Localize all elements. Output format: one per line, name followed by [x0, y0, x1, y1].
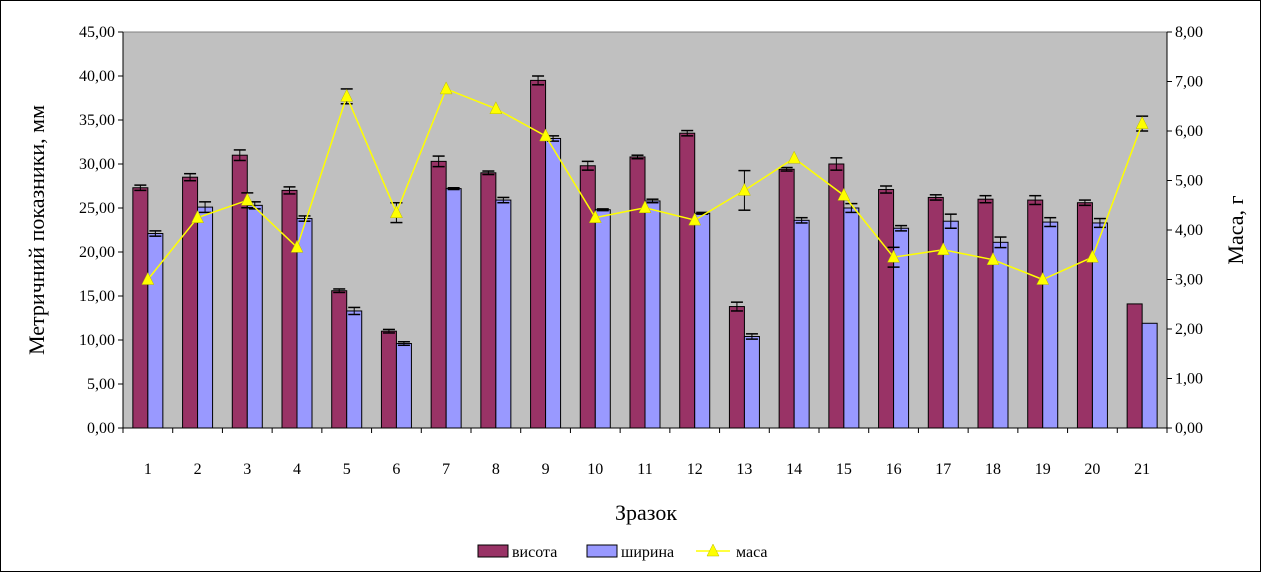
x-tick-label: 16	[886, 461, 902, 478]
x-tick-label: 3	[243, 461, 251, 478]
x-tick-label: 18	[985, 461, 1001, 478]
y2-tick-label: 0,00	[1175, 420, 1203, 437]
x-tick-label: 6	[392, 461, 400, 478]
y-tick-label: 15,00	[79, 288, 115, 305]
y-tick-label: 25,00	[79, 200, 115, 217]
x-tick-label: 5	[343, 461, 351, 478]
bar-ширина-11	[645, 201, 660, 428]
bar-ширина-14	[794, 220, 809, 428]
bar-ширина-20	[1092, 223, 1107, 428]
x-tick-label: 8	[492, 461, 500, 478]
legend-swatch-висота	[478, 545, 508, 557]
x-tick-label: 21	[1134, 461, 1150, 478]
x-tick-label: 14	[786, 461, 802, 478]
bar-ширина-19	[1043, 222, 1058, 428]
bar-висота-8	[481, 173, 496, 428]
bar-ширина-2	[198, 207, 213, 428]
bar-висота-6	[381, 331, 396, 428]
bar-висота-7	[431, 161, 446, 428]
bar-ширина-8	[496, 200, 511, 428]
legend-label-ширина: ширина	[621, 544, 674, 561]
y2-tick-label: 5,00	[1175, 173, 1203, 190]
x-tick-label: 15	[836, 461, 852, 478]
bar-висота-14	[779, 169, 794, 428]
x-tick-label: 19	[1035, 461, 1051, 478]
y-tick-label: 40,00	[79, 68, 115, 85]
x-tick-label: 10	[587, 461, 603, 478]
y2-tick-label: 7,00	[1175, 74, 1203, 91]
y2-tick-label: 8,00	[1175, 24, 1203, 41]
y-tick-label: 45,00	[79, 24, 115, 41]
bar-ширина-5	[347, 311, 362, 428]
y-tick-label: 30,00	[79, 156, 115, 173]
x-tick-label: 20	[1084, 461, 1100, 478]
y2-axis-title: Маса, г	[1223, 195, 1248, 264]
bar-висота-15	[829, 164, 844, 428]
y-tick-label: 20,00	[79, 244, 115, 261]
legend: висота ширина маса	[478, 544, 768, 561]
bar-висота-16	[879, 190, 894, 428]
bar-ширина-12	[695, 213, 710, 428]
y-tick-label: 10,00	[79, 332, 115, 349]
y-tick-label: 35,00	[79, 112, 115, 129]
x-tick-label: 12	[687, 461, 703, 478]
bar-ширина-6	[396, 344, 411, 428]
y2-tick-label: 3,00	[1175, 272, 1203, 289]
legend-swatch-ширина	[587, 545, 617, 557]
bar-висота-11	[630, 157, 645, 428]
bar-висота-3	[232, 155, 247, 428]
y2-tick-label: 2,00	[1175, 321, 1203, 338]
legend-label-маса: маса	[736, 544, 768, 561]
bar-висота-1	[133, 188, 148, 428]
legend-label-висота: висота	[512, 544, 557, 561]
bar-висота-20	[1077, 203, 1092, 428]
bar-висота-12	[680, 133, 695, 428]
bar-ширина-13	[744, 336, 759, 428]
bar-висота-19	[1028, 200, 1043, 428]
y2-tick-label: 1,00	[1175, 371, 1203, 388]
bar-ширина-10	[595, 210, 610, 428]
bar-ширина-15	[844, 208, 859, 428]
x-tick-label: 4	[293, 461, 301, 478]
legend-marker-маса	[707, 544, 719, 556]
y-axis-title: Метричний показники, мм	[24, 105, 49, 355]
bar-висота-13	[729, 307, 744, 428]
bar-ширина-7	[446, 189, 461, 428]
y2-tick-label: 4,00	[1175, 222, 1203, 239]
bar-висота-4	[282, 190, 297, 428]
bar-висота-18	[978, 199, 993, 428]
y2-tick-label: 6,00	[1175, 123, 1203, 140]
bar-ширина-21	[1142, 323, 1157, 428]
x-tick-label: 2	[194, 461, 202, 478]
x-tick-label: 17	[935, 461, 951, 478]
bar-висота-5	[332, 291, 347, 428]
bar-висота-21	[1127, 304, 1142, 428]
y-tick-label: 0,00	[87, 420, 115, 437]
x-tick-label: 1	[144, 461, 152, 478]
x-tick-label: 9	[542, 461, 550, 478]
bar-ширина-3	[247, 205, 262, 428]
bar-висота-17	[928, 197, 943, 428]
x-tick-label: 7	[442, 461, 450, 478]
bar-ширина-9	[546, 138, 561, 428]
x-tick-label: 11	[637, 461, 652, 478]
y-tick-label: 5,00	[87, 376, 115, 393]
bar-ширина-18	[993, 242, 1008, 428]
x-axis-title: Зразок	[615, 500, 677, 525]
x-tick-label: 13	[736, 461, 752, 478]
